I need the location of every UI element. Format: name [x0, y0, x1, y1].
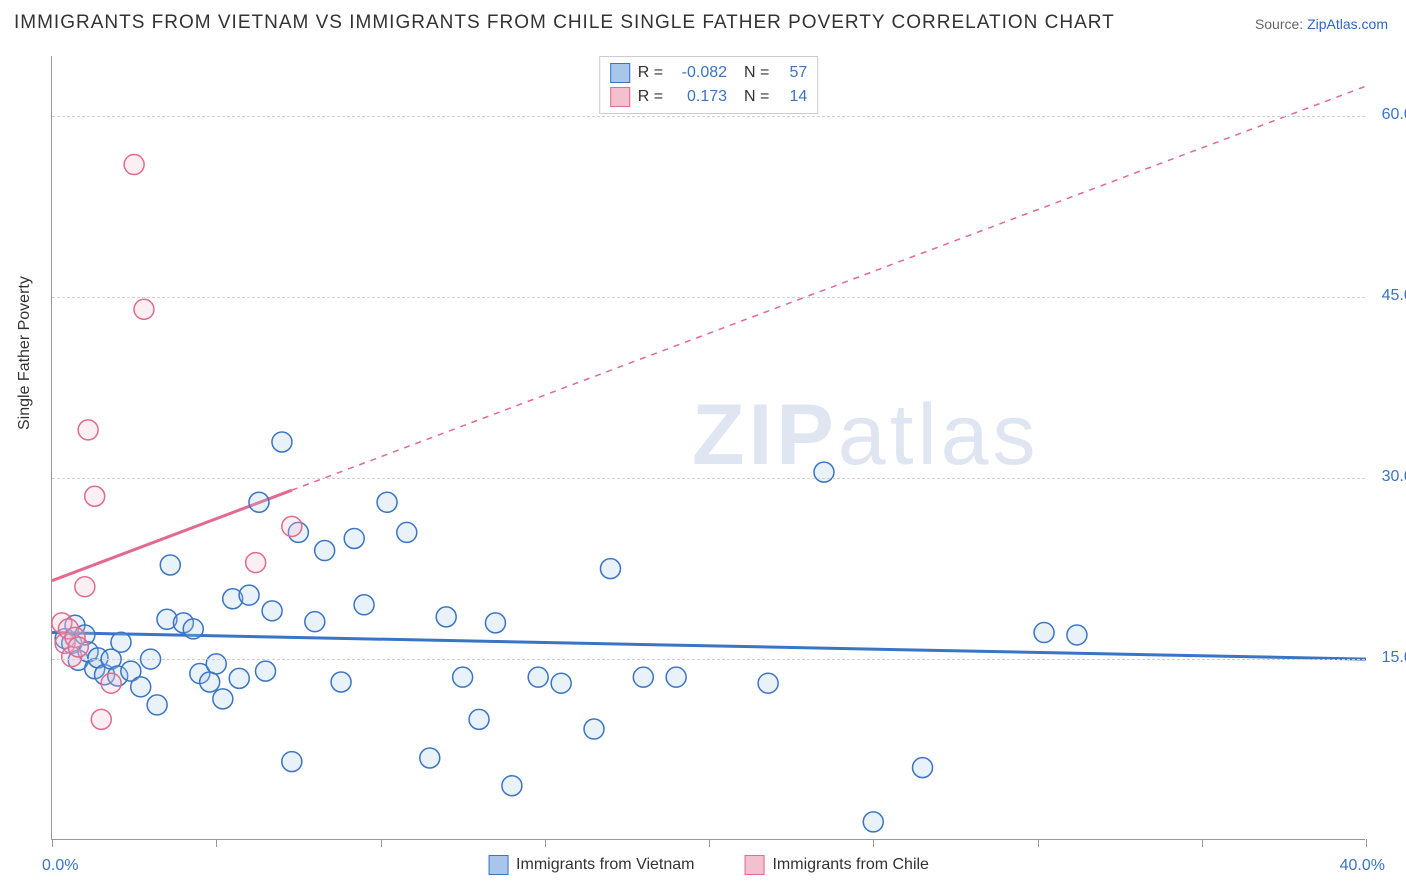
data-point — [528, 667, 548, 687]
n-label: N = — [735, 64, 769, 82]
r-value-vietnam: -0.082 — [671, 64, 727, 82]
correlation-row-chile: R = 0.173 N = 14 — [610, 85, 808, 109]
data-point — [600, 559, 620, 579]
x-tick — [1366, 839, 1367, 847]
y-tick-label: 30.0% — [1382, 468, 1406, 486]
x-axis-min-label: 0.0% — [42, 857, 78, 875]
x-tick — [216, 839, 217, 847]
data-point — [331, 672, 351, 692]
data-point — [229, 668, 249, 688]
legend-bottom: Immigrants from Vietnam Immigrants from … — [488, 855, 929, 875]
data-point — [206, 654, 226, 674]
legend-item-vietnam: Immigrants from Vietnam — [488, 855, 694, 875]
x-tick — [381, 839, 382, 847]
gridline — [52, 116, 1365, 117]
x-tick — [873, 839, 874, 847]
data-point — [147, 695, 167, 715]
data-point — [344, 528, 364, 548]
data-point — [101, 673, 121, 693]
data-point — [78, 420, 98, 440]
data-point — [666, 667, 686, 687]
data-point — [633, 667, 653, 687]
data-point — [239, 585, 259, 605]
r-label: R = — [638, 88, 663, 106]
source-attribution: Source: ZipAtlas.com — [1255, 16, 1388, 32]
source-label: Source: — [1255, 16, 1307, 32]
n-value-vietnam: 57 — [777, 64, 807, 82]
data-point — [354, 595, 374, 615]
x-tick — [1202, 839, 1203, 847]
data-point — [282, 752, 302, 772]
y-axis-label: Single Father Poverty — [16, 276, 34, 430]
data-point — [213, 689, 233, 709]
y-tick-label: 15.0% — [1382, 649, 1406, 667]
y-tick-label: 45.0% — [1382, 287, 1406, 305]
data-point — [377, 492, 397, 512]
y-tick-label: 60.0% — [1382, 106, 1406, 124]
data-point — [1034, 623, 1054, 643]
chart-title: IMMIGRANTS FROM VIETNAM VS IMMIGRANTS FR… — [14, 12, 1115, 34]
data-point — [305, 612, 325, 632]
r-value-chile: 0.173 — [671, 88, 727, 106]
x-axis-max-label: 40.0% — [1340, 857, 1385, 875]
correlation-row-vietnam: R = -0.082 N = 57 — [610, 61, 808, 85]
x-tick — [545, 839, 546, 847]
data-point — [111, 632, 131, 652]
data-point — [584, 719, 604, 739]
data-point — [91, 709, 111, 729]
data-point — [183, 619, 203, 639]
data-point — [315, 541, 335, 561]
data-point — [272, 432, 292, 452]
n-label: N = — [735, 88, 769, 106]
swatch-vietnam — [610, 63, 630, 83]
data-point — [262, 601, 282, 621]
gridline — [52, 297, 1365, 298]
data-point — [863, 812, 883, 832]
legend-label-chile: Immigrants from Chile — [772, 856, 928, 874]
data-point — [246, 553, 266, 573]
data-point — [85, 486, 105, 506]
legend-item-chile: Immigrants from Chile — [744, 855, 928, 875]
gridline — [52, 478, 1365, 479]
data-point — [420, 748, 440, 768]
data-point — [249, 492, 269, 512]
legend-label-vietnam: Immigrants from Vietnam — [516, 856, 694, 874]
data-point — [282, 516, 302, 536]
chart-plot-area: ZIPatlas R = -0.082 N = 57 R = 0.173 N =… — [51, 56, 1365, 840]
n-value-chile: 14 — [777, 88, 807, 106]
data-point — [436, 607, 456, 627]
data-point — [502, 776, 522, 796]
swatch-chile — [610, 87, 630, 107]
data-point — [469, 709, 489, 729]
data-point — [397, 522, 417, 542]
legend-swatch-vietnam — [488, 855, 508, 875]
correlation-legend-box: R = -0.082 N = 57 R = 0.173 N = 14 — [599, 56, 819, 114]
trend-line — [52, 633, 1366, 660]
x-tick — [709, 839, 710, 847]
data-point — [1067, 625, 1087, 645]
data-point — [913, 758, 933, 778]
data-point — [68, 637, 88, 657]
source-link[interactable]: ZipAtlas.com — [1307, 16, 1388, 32]
chart-svg — [52, 56, 1365, 839]
trend-line — [292, 86, 1366, 490]
data-point — [75, 577, 95, 597]
data-point — [160, 555, 180, 575]
data-point — [758, 673, 778, 693]
x-tick — [1038, 839, 1039, 847]
data-point — [551, 673, 571, 693]
legend-swatch-chile — [744, 855, 764, 875]
data-point — [134, 299, 154, 319]
x-tick — [52, 839, 53, 847]
data-point — [256, 661, 276, 681]
r-label: R = — [638, 64, 663, 82]
gridline — [52, 659, 1365, 660]
data-point — [453, 667, 473, 687]
data-point — [200, 672, 220, 692]
data-point — [124, 155, 144, 175]
data-point — [131, 677, 151, 697]
data-point — [485, 613, 505, 633]
